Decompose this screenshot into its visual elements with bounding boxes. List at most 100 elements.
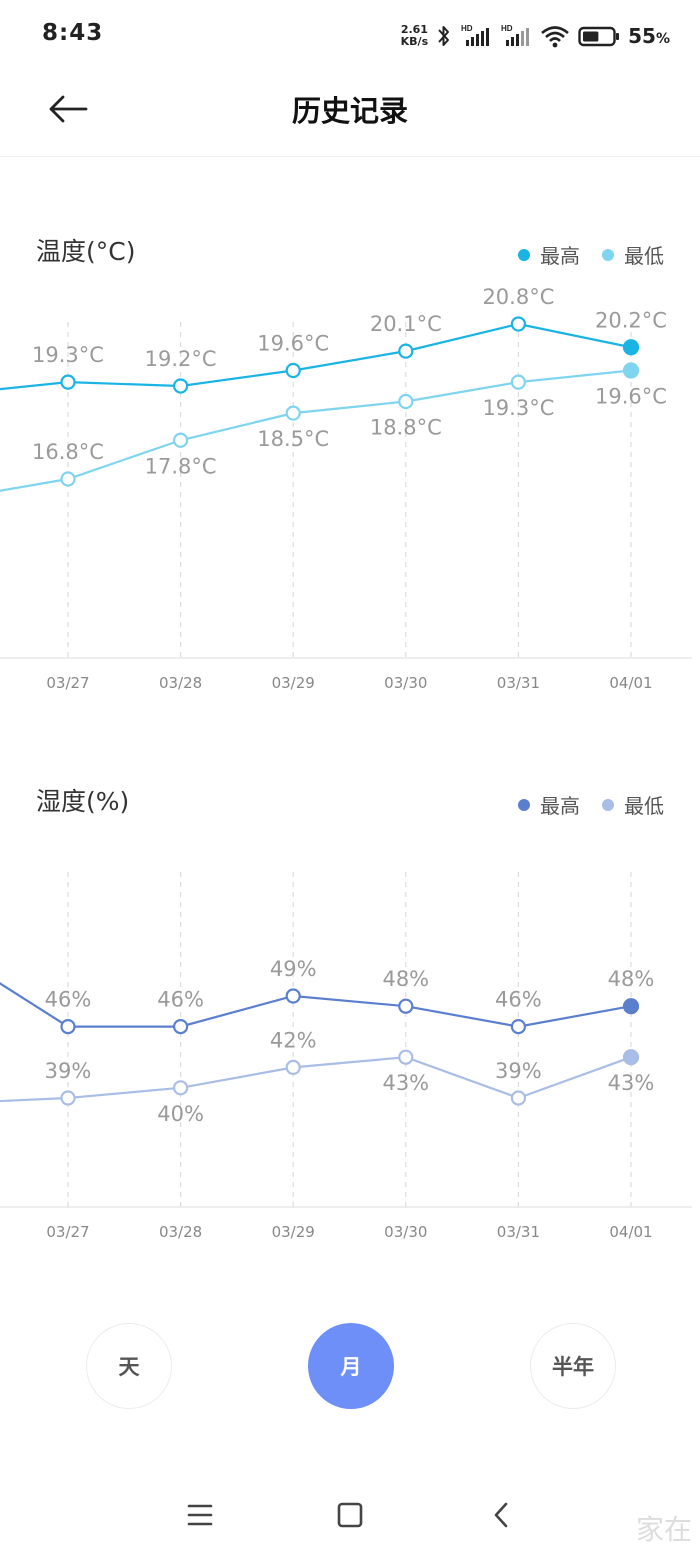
x-tick-label: 04/01 [609, 1223, 652, 1241]
data-label: 40% [157, 1102, 204, 1126]
data-label: 43% [382, 1071, 429, 1095]
home-button[interactable] [325, 1490, 375, 1540]
hd-signal-icon: HD [461, 24, 490, 46]
data-label: 19.6°C [595, 385, 667, 409]
data-label: 48% [382, 967, 429, 991]
time-range-selector: 天 月 半年 [0, 1320, 700, 1410]
humidity-line-chart: 03/27 03/28 03/29 03/30 03/31 04/01 46% 46% 49% 4… [0, 872, 692, 1241]
data-point [622, 362, 640, 379]
battery-icon [578, 26, 620, 47]
range-button-half-year[interactable]: 半年 [530, 1323, 616, 1409]
x-tick-label: 03/31 [497, 1223, 540, 1241]
status-icons: 2.61 KB/s HD HD 55% [401, 18, 670, 54]
data-point [173, 378, 189, 394]
system-back-button[interactable] [476, 1490, 526, 1540]
menu-button[interactable] [175, 1490, 225, 1540]
status-time: 8:43 [42, 20, 104, 46]
network-speed-unit: KB/s [400, 35, 429, 48]
data-point [60, 1019, 76, 1035]
legend-dot [602, 248, 614, 261]
temperature-chart-section: 温度(°C) 最高 最低 03/27 03/28 03/29 03/30 03/31 04… [0, 220, 700, 700]
data-label: 43% [608, 1071, 655, 1095]
x-tick-label: 03/27 [46, 674, 89, 692]
data-point [285, 405, 301, 421]
data-label: 49% [270, 957, 317, 981]
data-point [398, 343, 414, 359]
battery-percent-unit: % [655, 31, 670, 47]
app-header: 历史记录 [0, 70, 700, 157]
x-tick-label: 03/29 [272, 674, 315, 692]
network-speed-value: 2.61 [400, 23, 428, 36]
data-label: 20.1°C [370, 312, 442, 336]
data-label: 48% [608, 967, 655, 991]
temperature-legend: 最高 最低 [518, 240, 664, 269]
x-tick-label: 03/30 [384, 674, 427, 692]
x-tick-label: 03/30 [384, 1223, 427, 1241]
status-bar: 8:43 2.61 KB/s HD HD [0, 0, 700, 70]
back-button[interactable] [40, 84, 96, 134]
data-point [398, 393, 414, 410]
back-chevron-icon [494, 1502, 508, 1528]
home-square-icon [337, 1502, 363, 1528]
data-point [285, 988, 301, 1004]
network-speed: 2.61 KB/s [401, 24, 428, 48]
legend-item-min: 最低 [602, 790, 664, 819]
legend-item-max: 最高 [518, 240, 580, 269]
wifi-icon [541, 26, 569, 48]
legend-item-min: 最低 [602, 240, 664, 269]
legend-label-min: 最低 [624, 244, 664, 268]
data-label: 19.3°C [32, 343, 104, 367]
legend-item-max: 最高 [518, 790, 580, 819]
data-label: 42% [270, 1028, 317, 1052]
data-point [510, 316, 527, 332]
data-point [510, 1090, 527, 1106]
legend-dot [518, 248, 530, 261]
humidity-chart-title: 湿度(%) [36, 787, 130, 816]
data-point [622, 998, 640, 1015]
data-label: 18.5°C [257, 427, 329, 451]
data-point [173, 1019, 189, 1035]
x-tick-label: 03/28 [159, 1223, 202, 1241]
x-tick-label: 03/27 [46, 1223, 89, 1241]
svg-text:HD: HD [461, 24, 473, 33]
system-nav-bar [0, 1470, 700, 1555]
watermark-logo: 家在 [635, 1513, 692, 1546]
legend-label-min: 最低 [624, 794, 664, 818]
legend-dot [602, 798, 614, 811]
data-point [510, 1019, 527, 1035]
data-point [510, 374, 527, 390]
data-label: 19.6°C [257, 332, 329, 356]
data-label: 20.2°C [595, 308, 667, 332]
range-button-day[interactable]: 天 [86, 1323, 172, 1409]
battery-percent: 55% [628, 24, 670, 48]
data-label: 39% [45, 1059, 92, 1083]
battery-percent-value: 55 [628, 24, 656, 48]
legend-label-max: 最高 [540, 244, 580, 268]
range-button-month[interactable]: 月 [308, 1323, 394, 1409]
data-label: 17.8°C [145, 454, 217, 478]
data-point [173, 432, 189, 448]
data-point [60, 471, 76, 487]
x-tick-label: 03/29 [272, 1223, 315, 1241]
data-point [285, 1059, 301, 1075]
data-point [285, 362, 301, 379]
hd-signal-icon: HD [501, 24, 530, 46]
data-label: 19.3°C [482, 396, 554, 420]
data-label: 16.8°C [32, 440, 104, 464]
x-tick-label: 03/28 [159, 674, 202, 692]
data-label: 19.2°C [145, 347, 217, 371]
data-point [60, 374, 76, 390]
data-point [173, 1080, 189, 1096]
menu-icon [187, 1504, 213, 1526]
data-point [398, 1049, 414, 1065]
temperature-line-chart: 03/27 03/28 03/29 03/30 03/31 04/01 19.3°C 19.2… [0, 285, 692, 692]
data-point [398, 998, 414, 1014]
data-label: 46% [157, 988, 204, 1012]
data-label: 20.8°C [482, 285, 554, 309]
data-point [60, 1090, 76, 1106]
data-label: 46% [495, 988, 542, 1012]
data-point [622, 339, 640, 356]
page-title: 历史记录 [291, 94, 408, 128]
temperature-chart-title: 温度(°C) [36, 237, 136, 266]
svg-text:HD: HD [501, 24, 513, 33]
